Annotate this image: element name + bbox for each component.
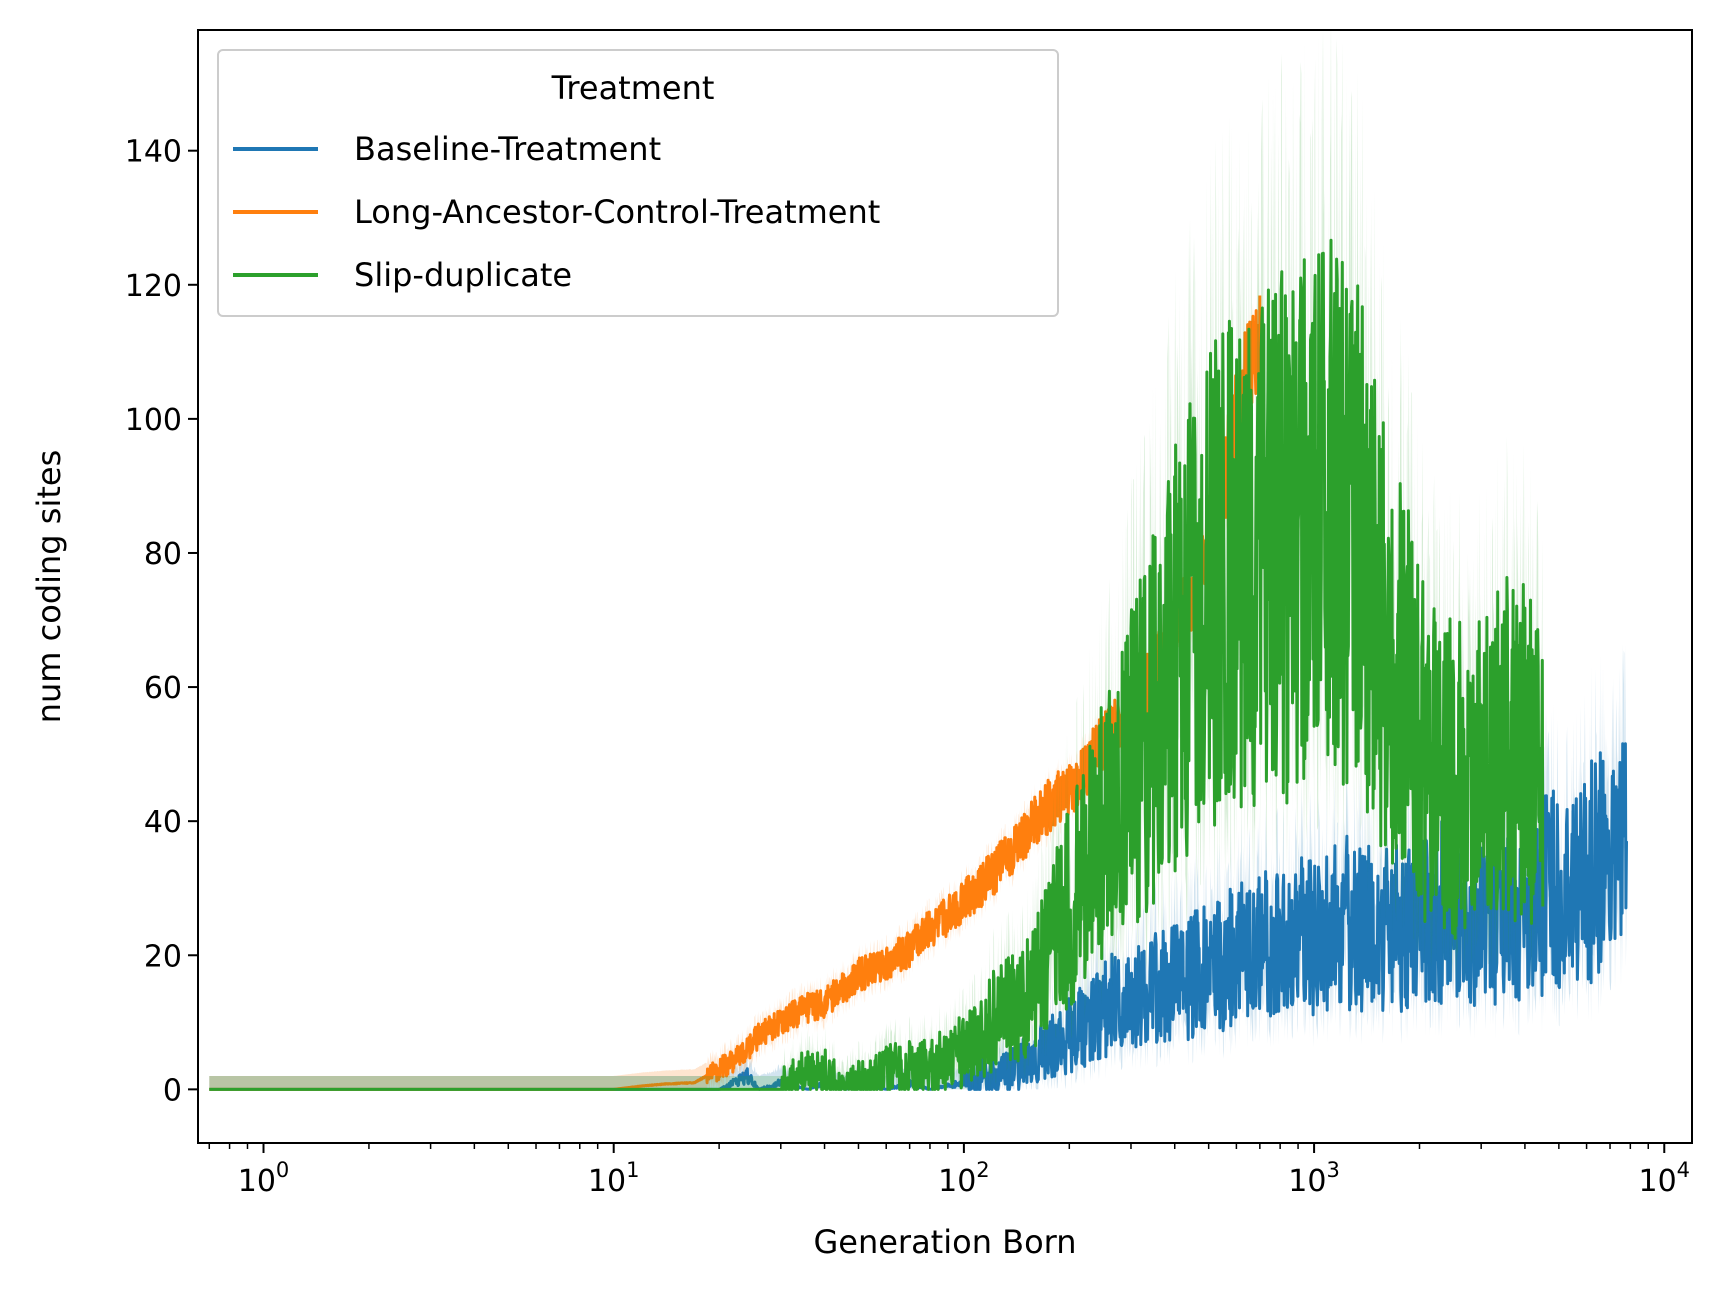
x-tick-exponent: 1 [626,1158,639,1182]
x-tick-base: 10 [238,1164,276,1199]
x-tick-label: 100 [238,1158,290,1199]
x-tick-base: 10 [588,1164,626,1199]
x-tick-label: 103 [1288,1158,1340,1199]
x-axis: 100 101 102 103 104 [208,1143,1690,1199]
y-axis-label: num coding sites [30,450,68,724]
y-tick-label: 80 [144,537,182,572]
legend-title: Treatment [551,69,715,107]
x-tick-exponent: 0 [276,1158,289,1182]
y-tick-label: 100 [125,403,182,438]
legend-items: Baseline-Treatment Long-Ancestor-Control-… [233,130,880,294]
series-line [208,238,1545,1091]
x-tick-base: 10 [1288,1164,1326,1199]
y-tick-label: 40 [144,805,182,840]
y-tick-label: 140 [125,135,182,170]
plot-frame [197,29,1693,1144]
y-tick-label: 60 [144,671,182,706]
x-tick-base: 10 [1638,1164,1676,1199]
x-axis-label: Generation Born [813,1223,1076,1261]
x-tick-exponent: 4 [1677,1158,1690,1182]
y-tick-label: 0 [163,1073,182,1108]
x-tick-exponent: 3 [1326,1158,1339,1182]
legend-box [217,49,1059,317]
series-band [209,30,1543,1090]
x-tick-label: 104 [1638,1158,1690,1199]
series-slip-duplicate [208,30,1545,1091]
x-tick-base: 10 [938,1164,976,1199]
y-tick-label: 120 [125,269,182,304]
legend-label: Baseline-Treatment [354,130,661,168]
y-tick-label: 20 [144,939,182,974]
series-layer [208,30,1628,1091]
y-axis: 0 20 40 60 80 100 120 140 [125,135,198,1108]
legend-label: Slip-duplicate [354,256,572,294]
legend: Treatment Baseline-Treatment Long-Ancesto… [217,49,1059,317]
x-tick-label: 101 [588,1158,640,1199]
x-tick-label: 102 [938,1158,990,1199]
x-tick-exponent: 2 [976,1158,989,1182]
legend-label: Long-Ancestor-Control-Treatment [354,193,880,231]
